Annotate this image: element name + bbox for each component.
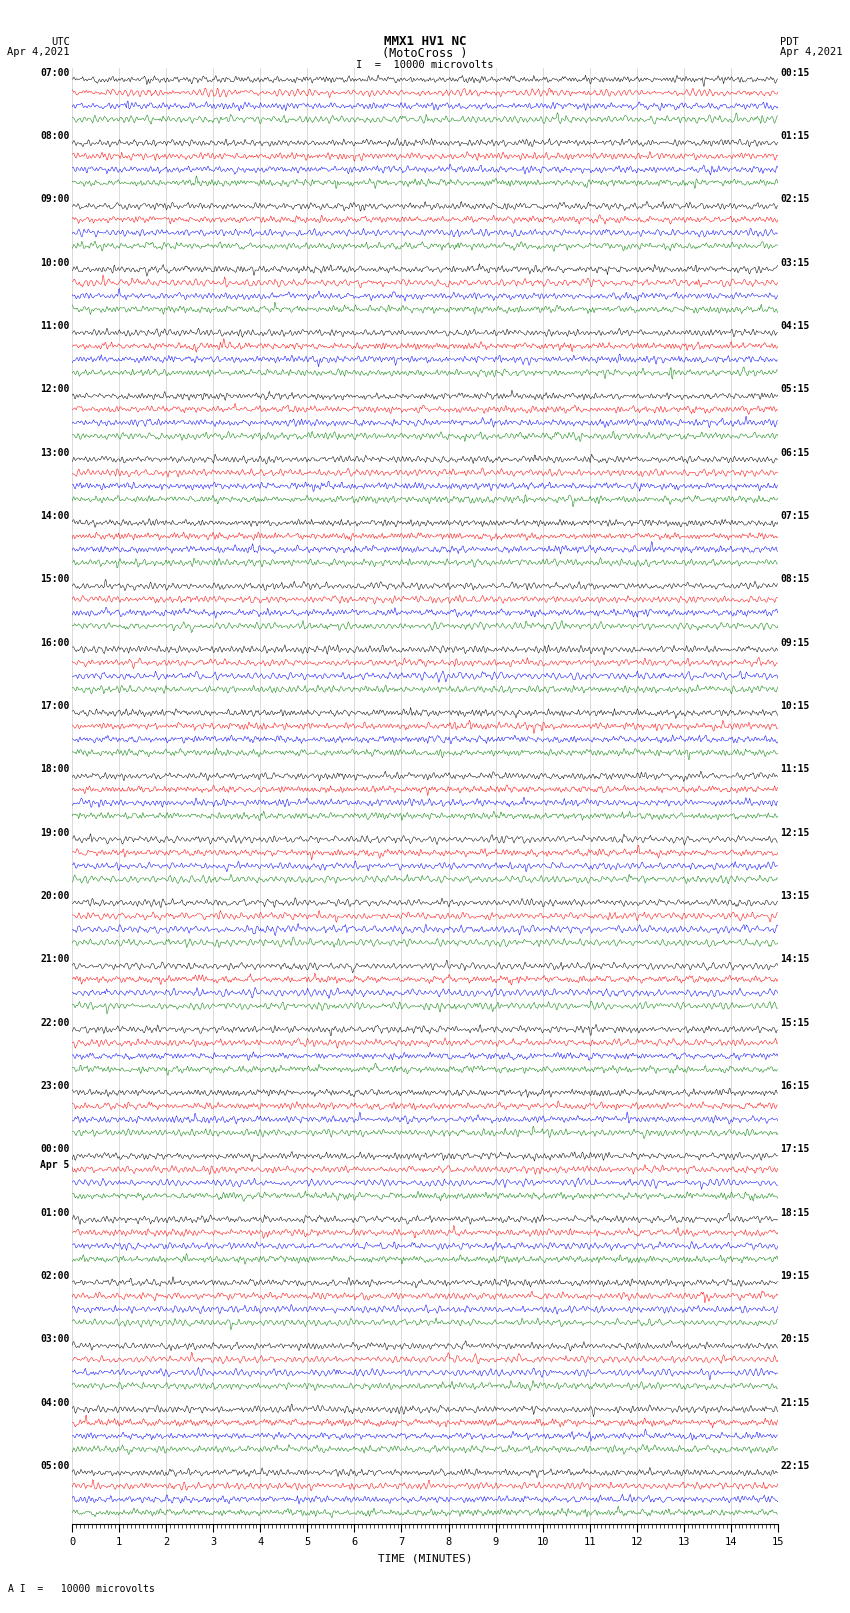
Text: Apr 5: Apr 5 <box>40 1160 70 1171</box>
Text: 20:00: 20:00 <box>40 890 70 902</box>
Text: 04:15: 04:15 <box>780 321 810 331</box>
Text: 22:15: 22:15 <box>780 1461 810 1471</box>
Text: 07:00: 07:00 <box>40 68 70 77</box>
Text: 02:00: 02:00 <box>40 1271 70 1281</box>
Text: 03:15: 03:15 <box>780 258 810 268</box>
Text: PDT: PDT <box>780 37 799 47</box>
Text: 05:00: 05:00 <box>40 1461 70 1471</box>
Text: 07:15: 07:15 <box>780 511 810 521</box>
Text: 01:15: 01:15 <box>780 131 810 140</box>
Text: 18:00: 18:00 <box>40 765 70 774</box>
Text: 04:00: 04:00 <box>40 1397 70 1408</box>
Text: 08:00: 08:00 <box>40 131 70 140</box>
Text: 01:00: 01:00 <box>40 1208 70 1218</box>
Text: 11:15: 11:15 <box>780 765 810 774</box>
Text: 21:15: 21:15 <box>780 1397 810 1408</box>
Text: 14:15: 14:15 <box>780 955 810 965</box>
Text: 09:00: 09:00 <box>40 195 70 205</box>
Text: 23:00: 23:00 <box>40 1081 70 1090</box>
Text: 13:00: 13:00 <box>40 448 70 458</box>
Text: 11:00: 11:00 <box>40 321 70 331</box>
Text: 06:15: 06:15 <box>780 448 810 458</box>
Text: 03:00: 03:00 <box>40 1334 70 1344</box>
Text: 19:00: 19:00 <box>40 827 70 837</box>
Text: 15:15: 15:15 <box>780 1018 810 1027</box>
Text: (MotoCross ): (MotoCross ) <box>382 47 468 60</box>
Text: 15:00: 15:00 <box>40 574 70 584</box>
Text: 08:15: 08:15 <box>780 574 810 584</box>
Text: 20:15: 20:15 <box>780 1334 810 1344</box>
Text: 14:00: 14:00 <box>40 511 70 521</box>
Text: 21:00: 21:00 <box>40 955 70 965</box>
Text: 18:15: 18:15 <box>780 1208 810 1218</box>
Text: 16:15: 16:15 <box>780 1081 810 1090</box>
Text: 05:15: 05:15 <box>780 384 810 395</box>
Text: 02:15: 02:15 <box>780 195 810 205</box>
Text: 10:00: 10:00 <box>40 258 70 268</box>
Text: 12:15: 12:15 <box>780 827 810 837</box>
Text: 13:15: 13:15 <box>780 890 810 902</box>
Text: 22:00: 22:00 <box>40 1018 70 1027</box>
Text: 00:15: 00:15 <box>780 68 810 77</box>
Text: 10:15: 10:15 <box>780 702 810 711</box>
Text: 00:00: 00:00 <box>40 1144 70 1155</box>
Text: 19:15: 19:15 <box>780 1271 810 1281</box>
Text: 17:15: 17:15 <box>780 1144 810 1155</box>
Text: Apr 4,2021: Apr 4,2021 <box>7 47 70 56</box>
Text: 09:15: 09:15 <box>780 637 810 648</box>
Text: 17:00: 17:00 <box>40 702 70 711</box>
Text: UTC: UTC <box>51 37 70 47</box>
Text: A I  =   10000 microvolts: A I = 10000 microvolts <box>8 1584 156 1594</box>
Text: Apr 4,2021: Apr 4,2021 <box>780 47 843 56</box>
Text: 12:00: 12:00 <box>40 384 70 395</box>
Text: MMX1 HV1 NC: MMX1 HV1 NC <box>383 35 467 48</box>
Text: 16:00: 16:00 <box>40 637 70 648</box>
X-axis label: TIME (MINUTES): TIME (MINUTES) <box>377 1553 473 1563</box>
Text: I  =  10000 microvolts: I = 10000 microvolts <box>356 60 494 69</box>
